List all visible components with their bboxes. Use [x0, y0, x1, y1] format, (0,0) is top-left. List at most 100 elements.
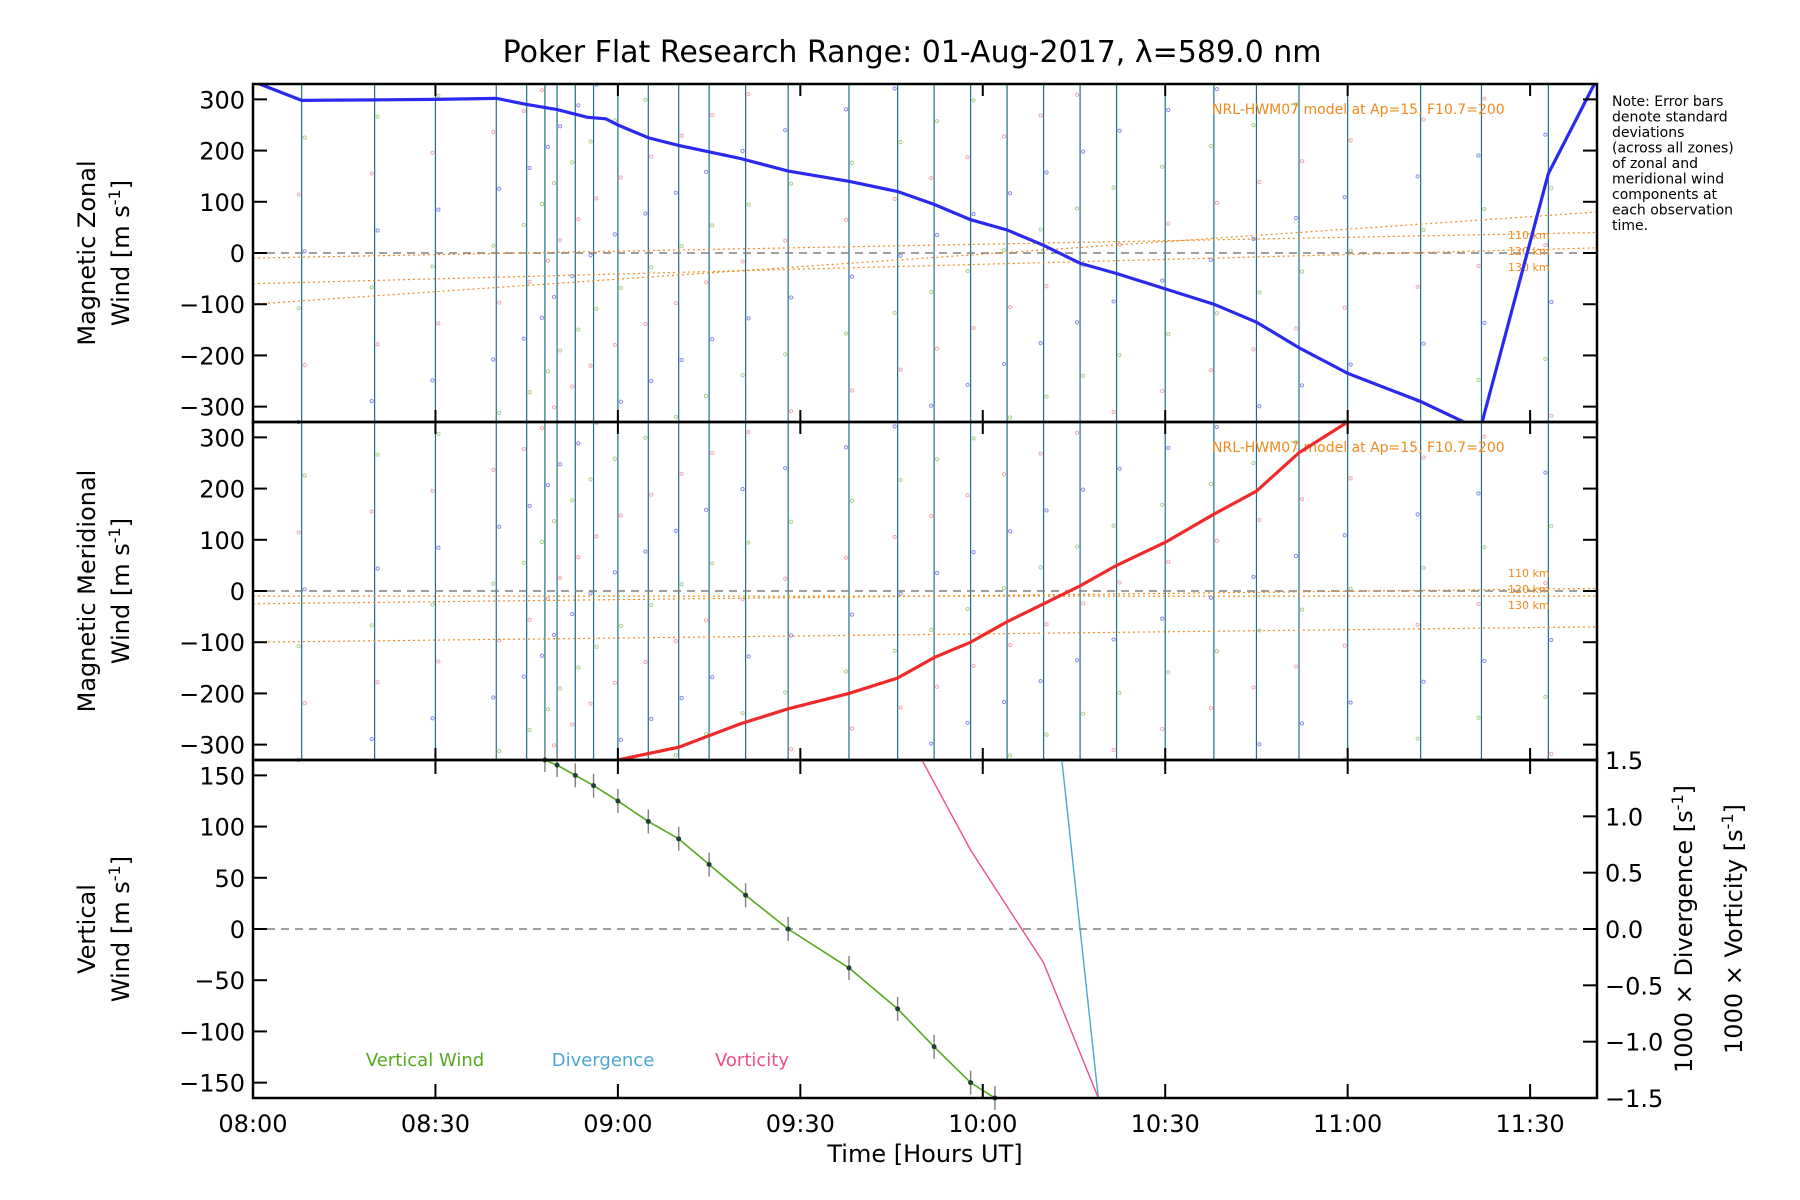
zone-wind-sample — [545, 596, 551, 601]
zone-wind-sample — [1476, 491, 1481, 496]
zone-wind-sample — [965, 493, 970, 498]
zone-wind-sample — [843, 445, 849, 450]
zone-wind-sample — [1074, 544, 1080, 549]
zone-wind-sample — [436, 545, 441, 550]
zone-wind-sample — [1007, 304, 1013, 310]
y-tick-label: −200 — [179, 342, 245, 370]
vertical-wind-point — [676, 836, 682, 842]
zone-wind-sample — [618, 285, 623, 291]
zone-wind-sample — [740, 373, 745, 378]
zone-wind-sample — [892, 648, 897, 653]
model-line — [252, 211, 1598, 305]
zone-wind-sample — [679, 133, 684, 138]
zone-wind-sample — [570, 722, 575, 727]
vorticity-line — [921, 760, 1099, 1098]
zone-wind-sample — [789, 409, 794, 414]
zone-wind-sample — [971, 98, 976, 103]
zone-wind-sample — [1214, 200, 1219, 205]
y-axis-label-line2: 1000 × Divergence [s-1] — [1668, 785, 1698, 1073]
zone-wind-sample — [1415, 512, 1420, 517]
vertical-wind-point — [968, 1080, 974, 1086]
model-altitude-label: 120 km — [1508, 583, 1550, 596]
legend-entry: Divergence — [552, 1050, 655, 1071]
y-axis-label: Vertical Wind [m s-1] — [73, 856, 135, 1002]
zone-wind-sample — [1257, 742, 1262, 747]
zone-wind-sample — [588, 701, 593, 706]
zone-wind-sample — [1111, 409, 1116, 414]
y-tick-label: 0 — [230, 240, 245, 268]
zone-wind-sample — [1342, 195, 1347, 200]
zone-wind-sample — [892, 310, 897, 315]
zone-wind-sample — [1348, 586, 1353, 591]
zone-wind-sample — [375, 566, 380, 571]
zone-wind-sample — [643, 97, 648, 102]
zone-wind-sample — [539, 88, 545, 93]
zone-wind-sample — [1044, 170, 1049, 175]
zone-wind-sample — [1251, 574, 1256, 580]
zone-wind-sample — [679, 357, 684, 363]
zone-wind-sample — [551, 632, 557, 638]
zone-wind-sample — [1421, 679, 1426, 684]
model-line — [252, 626, 1598, 643]
zone-wind-sample — [843, 107, 849, 112]
x-tick-label: 08:30 — [401, 1110, 470, 1138]
zone-wind-sample — [643, 435, 648, 440]
zone-wind-sample — [649, 716, 654, 721]
zone-wind-sample — [843, 555, 849, 560]
zone-wind-sample — [673, 639, 678, 644]
zone-wind-sample — [618, 513, 623, 518]
zone-wind-sample — [369, 171, 374, 176]
zone-wind-sample — [1476, 715, 1481, 720]
zone-wind-sample — [965, 268, 970, 274]
zone-wind-sample — [965, 382, 970, 387]
zone-wind-sample — [1421, 227, 1426, 233]
zone-wind-sample — [783, 576, 788, 581]
zone-wind-sample — [551, 181, 557, 186]
vertical-wind-point — [615, 798, 621, 804]
zone-wind-sample — [375, 452, 380, 457]
zone-wind-sample — [1208, 143, 1213, 149]
zone-wind-sample — [1293, 215, 1299, 221]
zone-wind-sample — [612, 570, 617, 575]
zone-wind-sample — [649, 492, 654, 497]
zone-wind-sample — [302, 249, 307, 254]
y-axis-label: 1000 × Vorticity [s-1] — [1718, 804, 1748, 1054]
zone-wind-sample — [1421, 341, 1426, 346]
zone-wind-sample — [1074, 206, 1080, 211]
zone-wind-sample — [1257, 179, 1262, 185]
zone-wind-sample — [1007, 191, 1013, 196]
zone-wind-sample — [557, 124, 563, 129]
y-axis-label: Magnetic Meridional Wind [m s-1] — [73, 470, 135, 713]
zone-wind-sample — [1117, 242, 1122, 247]
zone-wind-sample — [1214, 538, 1219, 543]
zone-wind-sample — [594, 534, 599, 539]
zone-wind-sample — [527, 617, 532, 622]
zone-wind-sample — [588, 253, 593, 258]
y2-tick-label: −1.5 — [1605, 1085, 1663, 1113]
zone-wind-sample — [1117, 128, 1122, 133]
zone-wind-sample — [1415, 284, 1420, 289]
vertical-wind-point — [554, 762, 560, 768]
zone-wind-sample — [375, 228, 380, 233]
model-altitude-label: 130 km — [1508, 599, 1550, 612]
model-altitude-label: 110 km — [1508, 229, 1550, 242]
y-tick-label: 0 — [230, 916, 245, 944]
zone-wind-sample — [1074, 320, 1080, 325]
zone-wind-sample — [612, 342, 617, 347]
y2-tick-label: 1.0 — [1605, 803, 1643, 831]
zone-wind-sample — [302, 135, 307, 140]
zone-wind-sample — [1044, 508, 1049, 513]
zone-wind-sample — [898, 477, 903, 483]
zone-wind-sample — [521, 446, 526, 452]
model-altitude-label: 130 km — [1508, 261, 1550, 274]
zone-wind-sample — [576, 217, 581, 222]
zone-wind-sample — [612, 232, 617, 237]
zone-wind-sample — [1160, 278, 1165, 283]
zone-wind-sample — [1214, 424, 1219, 430]
y-tick-label: 0 — [230, 578, 245, 606]
zone-wind-sample — [898, 591, 903, 596]
y-axis-label-line2: Wind [m s-1] — [105, 180, 135, 326]
y-axis-label-line1: Vertical — [73, 884, 101, 974]
zone-wind-sample — [1038, 113, 1043, 118]
zone-wind-sample — [971, 550, 976, 555]
